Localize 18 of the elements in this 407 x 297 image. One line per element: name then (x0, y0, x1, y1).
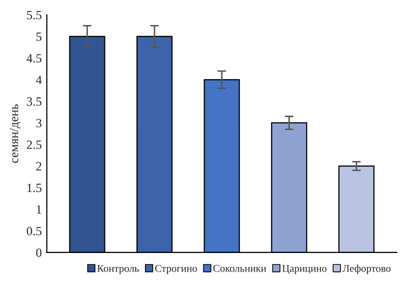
y-tick-label: 4 (36, 76, 42, 84)
legend-label: Лефортово (342, 264, 391, 274)
y-tick-label: 0.5 (26, 226, 42, 236)
y-tick-label: 2.5 (26, 140, 42, 149)
y-tick-label: 1.5 (27, 184, 42, 192)
y-tick-label: 1 (36, 205, 42, 214)
y-tick-label: 5.5 (27, 11, 42, 20)
y-tick-label: 3.5 (26, 97, 42, 106)
y-tick-label: 0 (36, 248, 42, 257)
y-tick-label: 2 (36, 162, 42, 170)
legend-label: Царицино (282, 264, 326, 274)
legend-label: Строгино (155, 264, 197, 274)
y-tick-label: 5 (36, 32, 42, 41)
y-axis-title: семян/день (10, 104, 21, 163)
legend-label: Сокольники (213, 264, 266, 272)
y-tick-label: 4.5 (26, 54, 42, 63)
legend-label: Контроль (97, 264, 139, 274)
y-tick-label: 3 (36, 118, 42, 128)
